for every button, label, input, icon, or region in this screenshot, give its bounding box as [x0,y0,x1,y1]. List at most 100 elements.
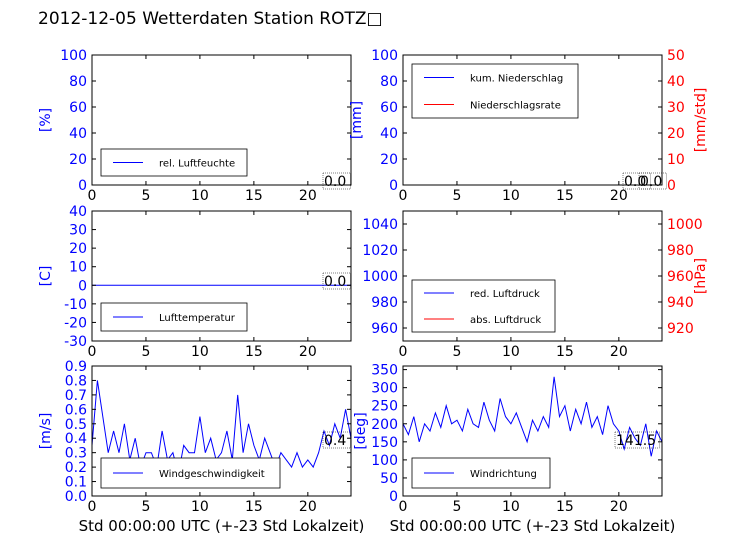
y-tick-label-left: 1020 [362,243,398,259]
x-tick-label: 15 [245,188,263,204]
y-tick-label-left: 0 [389,489,398,505]
series-line-windspeed-0 [91,380,352,475]
y-axis-label-right: [hPa] [693,258,709,294]
y-tick-label-left: 60 [69,100,87,116]
y-axis-label: [mm] [349,101,365,139]
legend-label: abs. Luftdruck [470,315,541,326]
annotation-frame [614,431,660,449]
legend-box-pressure [411,279,556,333]
y-tick-label-left: 0.0 [65,489,87,505]
y-tick-label-right: 40 [667,74,685,90]
y-tick-label-left: 40 [69,126,87,142]
y-tick-label-left: 40 [69,204,87,220]
legend-label: Windgeschwindigkeit [159,469,265,480]
y-tick-label-left: 960 [371,321,398,337]
legend-box-precipitation [411,63,579,119]
x-tick-label: 15 [245,344,263,360]
y-tick-label-left: 80 [380,74,398,90]
annotation-frame [322,431,351,449]
x-tick-label: 20 [610,344,628,360]
value-annotation: 0.4 [324,433,346,449]
y-tick-label-left: 0.5 [65,417,87,433]
y-tick-label-left: 40 [380,126,398,142]
y-tick-label-left: 0.4 [65,431,87,447]
x-tick-label: 5 [141,188,150,204]
y-tick-label-left: 20 [380,152,398,168]
y-tick-label-right: 980 [667,243,694,259]
legend-label: kum. Niederschlag [470,74,563,85]
plot-frame-humidity [91,54,352,186]
x-tick-label: 0 [88,499,97,515]
y-tick-label-left: 0.2 [65,460,87,476]
x-tick-label: 10 [191,344,209,360]
annotation-frame [638,172,667,190]
y-tick-label-left: 100 [371,453,398,469]
y-tick-label-right: 50 [667,48,685,64]
x-tick-label: 5 [452,344,461,360]
y-tick-label-left: -20 [64,315,87,331]
annotation-frame [322,172,351,190]
plot-frame-windspeed [91,365,352,497]
y-tick-label-left: -30 [64,334,87,350]
y-tick-label-left: 1040 [362,217,398,233]
x-tick-label: 20 [610,188,628,204]
plot-frame-temperature [91,210,352,342]
y-tick-label-left: 30 [69,223,87,239]
y-tick-label-right: 940 [667,295,694,311]
x-tick-label: 20 [299,344,317,360]
y-tick-label-left: 0 [78,278,87,294]
y-tick-label-right: 920 [667,321,694,337]
x-tick-label: 10 [191,188,209,204]
x-tick-label: 10 [502,344,520,360]
y-tick-label-left: 350 [371,363,398,379]
y-tick-label-left: 300 [371,381,398,397]
x-tick-label: 20 [299,188,317,204]
x-tick-label: 15 [245,499,263,515]
plot-frame-precipitation [402,54,663,186]
y-tick-label-left: 0.6 [65,402,87,418]
y-tick-label-left: 50 [380,471,398,487]
y-tick-label-left: 0 [78,178,87,194]
y-tick-label-left: 60 [380,100,398,116]
y-tick-label-left: 200 [371,417,398,433]
y-tick-label-left: 20 [69,241,87,257]
annotation-frame [622,172,651,190]
value-annotation: 0.0 [324,274,346,290]
value-annotation: 141.5 [616,433,656,449]
plot-frame-winddirection [402,365,663,497]
y-tick-label-left: 0.7 [65,388,87,404]
y-tick-label-left: -10 [64,297,87,313]
x-tick-label: 20 [299,499,317,515]
value-annotation: 0.0 [624,174,646,190]
y-tick-label-right: 960 [667,269,694,285]
x-tick-label: 0 [399,499,408,515]
y-tick-label-right: 10 [667,152,685,168]
legend-label: red. Luftdruck [470,289,540,300]
x-tick-label: 5 [141,344,150,360]
x-tick-label: 10 [191,499,209,515]
y-tick-label-left: 0.1 [65,475,87,491]
y-tick-label-left: 80 [69,74,87,90]
y-tick-label-left: 20 [69,152,87,168]
y-tick-label-left: 0.9 [65,359,87,375]
y-tick-label-left: 0.8 [65,373,87,389]
series-line-winddirection-0 [402,376,663,457]
y-tick-label-left: 1000 [362,269,398,285]
x-tick-label: 5 [141,499,150,515]
value-annotation: 0.0 [640,174,662,190]
y-tick-label-left: 980 [371,295,398,311]
y-tick-label-right: 0 [667,178,676,194]
value-annotation: 0.0 [324,174,346,190]
x-tick-label: 5 [452,188,461,204]
legend-label: Windrichtung [470,469,537,480]
x-tick-label: 10 [502,188,520,204]
x-tick-label: 15 [556,499,574,515]
legend-label: rel. Luftfeuchte [159,159,235,170]
y-tick-label-left: 10 [69,260,87,276]
legend-label: Niederschlagsrate [470,101,561,112]
y-tick-label-left: 100 [60,48,87,64]
y-tick-label-left: 0.3 [65,446,87,462]
x-tick-label: 20 [610,499,628,515]
x-tick-label: 15 [556,188,574,204]
